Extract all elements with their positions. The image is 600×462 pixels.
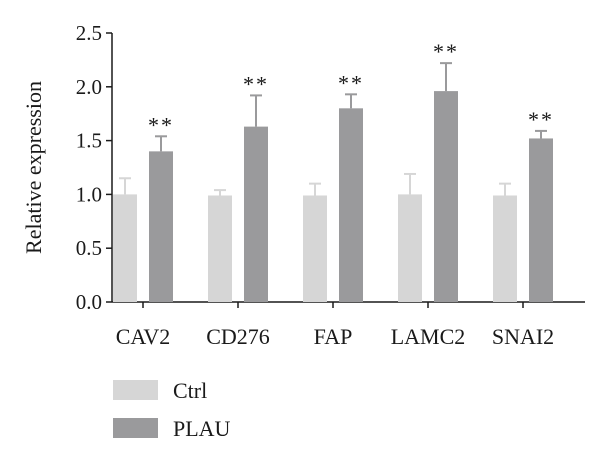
- bar-plau: [244, 126, 268, 302]
- labels: 0.0 0.5 1.0 1.5 2.0 2.5 Relative expression CAV…: [21, 21, 554, 349]
- y-tick-label: 0.5: [76, 236, 102, 260]
- legend-label-plau: PLAU: [173, 416, 231, 441]
- significance-marker: **: [338, 70, 364, 95]
- y-tick-label: 2.0: [76, 75, 102, 99]
- y-tick-label: 0.0: [76, 290, 102, 314]
- significance-marker: **: [243, 71, 269, 96]
- x-tick-label: CD276: [206, 324, 270, 349]
- bar-ctrl: [398, 194, 422, 302]
- significance-marker: **: [433, 39, 459, 64]
- y-tick-label: 1.5: [76, 129, 102, 153]
- x-tick-label: SNAI2: [492, 324, 554, 349]
- y-tick-label: 2.5: [76, 21, 102, 45]
- significance-marker: **: [528, 107, 554, 132]
- legend-swatch-plau: [113, 418, 158, 438]
- bar-ctrl: [113, 194, 137, 302]
- y-axis-label: Relative expression: [21, 81, 46, 254]
- legend-swatch-ctrl: [113, 380, 158, 400]
- y-tick-label: 1.0: [76, 182, 102, 206]
- bar-plau: [149, 151, 173, 302]
- bar-ctrl: [493, 195, 517, 302]
- bar-plau: [434, 91, 458, 302]
- bar-ctrl: [208, 195, 232, 302]
- bar-plau: [339, 108, 363, 302]
- legend: Ctrl PLAU: [113, 378, 231, 441]
- x-tick-label: FAP: [314, 324, 353, 349]
- bars: [113, 62, 553, 302]
- x-tick-label: CAV2: [116, 324, 171, 349]
- x-tick-label: LAMC2: [391, 324, 466, 349]
- bar-ctrl: [303, 195, 327, 302]
- bar-plau: [529, 138, 553, 302]
- legend-label-ctrl: Ctrl: [173, 378, 207, 403]
- significance-marker: **: [148, 112, 174, 137]
